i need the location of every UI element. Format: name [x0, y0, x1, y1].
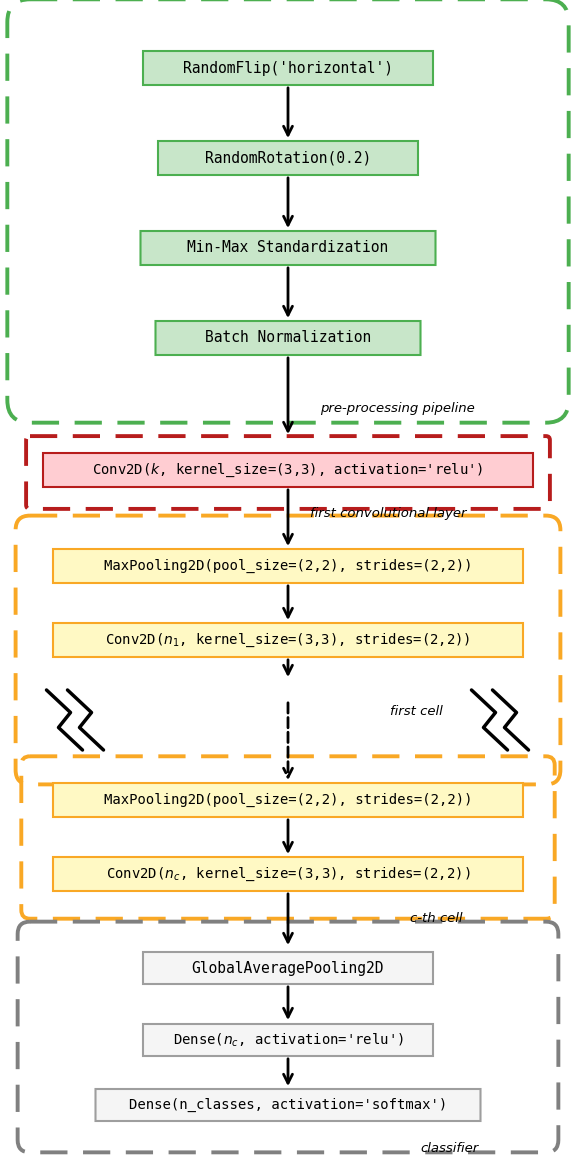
FancyBboxPatch shape — [143, 1024, 433, 1056]
FancyBboxPatch shape — [53, 857, 523, 890]
Text: MaxPooling2D(pool_size=(2,2), strides=(2,2)): MaxPooling2D(pool_size=(2,2), strides=(2… — [104, 793, 472, 807]
FancyBboxPatch shape — [158, 141, 418, 175]
Text: Dense($n_c$, activation='relu'): Dense($n_c$, activation='relu') — [173, 1031, 403, 1049]
Text: Min-Max Standardization: Min-Max Standardization — [187, 241, 389, 256]
FancyBboxPatch shape — [53, 549, 523, 583]
FancyBboxPatch shape — [53, 783, 523, 817]
Text: c-th cell: c-th cell — [410, 913, 463, 925]
Text: Conv2D($n_1$, kernel_size=(3,3), strides=(2,2)): Conv2D($n_1$, kernel_size=(3,3), strides… — [105, 631, 471, 648]
Text: RandomFlip('horizontal'): RandomFlip('horizontal') — [183, 61, 393, 76]
Text: Batch Normalization: Batch Normalization — [205, 331, 371, 346]
FancyBboxPatch shape — [53, 623, 523, 656]
FancyBboxPatch shape — [141, 230, 435, 265]
Text: MaxPooling2D(pool_size=(2,2), strides=(2,2)): MaxPooling2D(pool_size=(2,2), strides=(2… — [104, 559, 472, 573]
FancyBboxPatch shape — [143, 51, 433, 85]
FancyBboxPatch shape — [156, 321, 420, 355]
Text: classifier: classifier — [420, 1142, 478, 1155]
Text: pre-processing pipeline: pre-processing pipeline — [320, 402, 475, 416]
Text: Conv2D($n_c$, kernel_size=(3,3), strides=(2,2)): Conv2D($n_c$, kernel_size=(3,3), strides… — [106, 865, 470, 882]
FancyBboxPatch shape — [96, 1090, 480, 1121]
Text: Conv2D($k$, kernel_size=(3,3), activation='relu'): Conv2D($k$, kernel_size=(3,3), activatio… — [92, 461, 484, 478]
Text: GlobalAveragePooling2D: GlobalAveragePooling2D — [192, 960, 384, 975]
Text: Dense(n_classes, activation='softmax'): Dense(n_classes, activation='softmax') — [129, 1098, 447, 1112]
Text: first cell: first cell — [390, 705, 443, 718]
Text: first convolutional layer: first convolutional layer — [310, 508, 467, 520]
FancyBboxPatch shape — [43, 453, 533, 487]
FancyBboxPatch shape — [143, 952, 433, 984]
Text: RandomRotation(0.2): RandomRotation(0.2) — [205, 150, 371, 165]
